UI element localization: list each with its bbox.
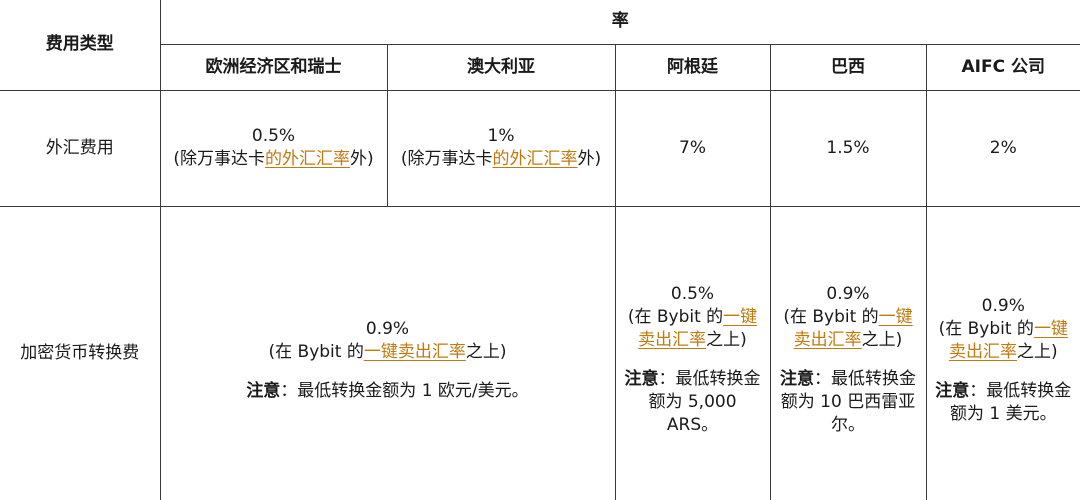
crypto-fee-eea-au-note: 注意：最低转换金额为 1 欧元/美元。 (167, 380, 609, 403)
crypto-fee-aifc: 0.9% (在 Bybit 的一键卖出汇率之上) 注意：最低转换金额为 1 美元… (925, 205, 1080, 500)
note-text: ：最低转换金额为 10 巴西雷亚尔。 (780, 369, 916, 436)
crypto-fee-eea-australia: 0.9% (在 Bybit 的一键卖出汇率之上) 注意：最低转换金额为 1 欧元… (159, 205, 616, 500)
fx-fee-argentina: 7% (614, 89, 771, 207)
mastercard-fx-rate-link[interactable]: 的外汇汇率 (265, 149, 350, 169)
fee-type-header: 费用类型 (0, 0, 161, 91)
note-text: ：最低转换金额为 5,000 ARS。 (648, 369, 761, 436)
region-header-australia: 澳大利亚 (386, 43, 616, 91)
note-text: ：最低转换金额为 1 美元。 (949, 380, 1072, 424)
crypto-fee-aifc-value: 0.9% (981, 295, 1025, 316)
crypto-fee-eea-au-pre: (在 Bybit 的 (268, 341, 364, 362)
crypto-fee-brazil-pre: (在 Bybit 的 (783, 307, 879, 328)
rate-header: 率 (159, 0, 1080, 45)
fx-fee-eea: 0.5% (除万事达卡的外汇汇率外) (159, 89, 388, 207)
region-header-argentina: 阿根廷 (614, 43, 771, 91)
crypto-fee-aifc-post: 之上) (1016, 341, 1058, 362)
region-header-aifc: AIFC 公司 (925, 43, 1080, 91)
fx-fee-brazil: 1.5% (769, 89, 927, 207)
fx-fee-australia: 1% (除万事达卡的外汇汇率外) (386, 89, 616, 207)
crypto-fee-argentina-value: 0.5% (670, 284, 715, 305)
note-label: 注意 (624, 369, 659, 390)
region-header-brazil: 巴西 (769, 43, 927, 91)
crypto-fee-eea-au-post: 之上) (465, 341, 507, 362)
crypto-fee-argentina: 0.5% (在 Bybit 的一键卖出汇率之上) 注意：最低转换金额为 5,00… (614, 205, 771, 500)
note-label: 注意 (246, 380, 281, 401)
crypto-fee-argentina-pre: (在 Bybit 的 (627, 307, 724, 328)
one-click-sell-rate-link[interactable]: 一键卖出汇率 (638, 307, 758, 351)
fx-fee-eea-value: 0.5% (251, 126, 296, 146)
crypto-fee-brazil-note: 注意：最低转换金额为 10 巴西雷亚尔。 (777, 368, 920, 437)
fx-fee-eea-post: 外) (350, 149, 374, 169)
fx-fee-australia-post: 外) (577, 149, 602, 169)
region-header-eea: 欧洲经济区和瑞士 (159, 43, 388, 91)
note-label: 注意 (780, 369, 814, 390)
fx-fee-australia-pre: (除万事达卡 (400, 149, 493, 169)
crypto-fee-brazil-post: 之上) (861, 330, 903, 351)
fx-fee-eea-pre: (除万事达卡 (173, 149, 265, 169)
one-click-sell-rate-link[interactable]: 一键卖出汇率 (363, 341, 466, 362)
one-click-sell-rate-link[interactable]: 一键卖出汇率 (948, 318, 1068, 362)
fx-fee-australia-value: 1% (487, 126, 515, 146)
mastercard-fx-rate-link[interactable]: 的外汇汇率 (492, 149, 578, 169)
crypto-fee-brazil-value: 0.9% (826, 284, 870, 305)
crypto-fee-label: 加密货币转换费 (0, 205, 161, 500)
note-text: ：最低转换金额为 1 欧元/美元。 (280, 380, 529, 401)
crypto-fee-argentina-post: 之上) (706, 330, 747, 351)
fx-fee-aifc: 2% (925, 89, 1080, 207)
crypto-fee-eea-au-value: 0.9% (365, 318, 410, 339)
crypto-fee-aifc-note: 注意：最低转换金额为 1 美元。 (933, 380, 1075, 426)
fx-fee-label: 外汇费用 (0, 89, 161, 207)
crypto-fee-argentina-note: 注意：最低转换金额为 5,000 ARS。 (622, 368, 764, 437)
one-click-sell-rate-link[interactable]: 一键卖出汇率 (793, 307, 913, 351)
crypto-fee-brazil: 0.9% (在 Bybit 的一键卖出汇率之上) 注意：最低转换金额为 10 巴… (769, 205, 927, 500)
crypto-fee-aifc-pre: (在 Bybit 的 (938, 318, 1034, 339)
note-label: 注意 (935, 380, 970, 401)
